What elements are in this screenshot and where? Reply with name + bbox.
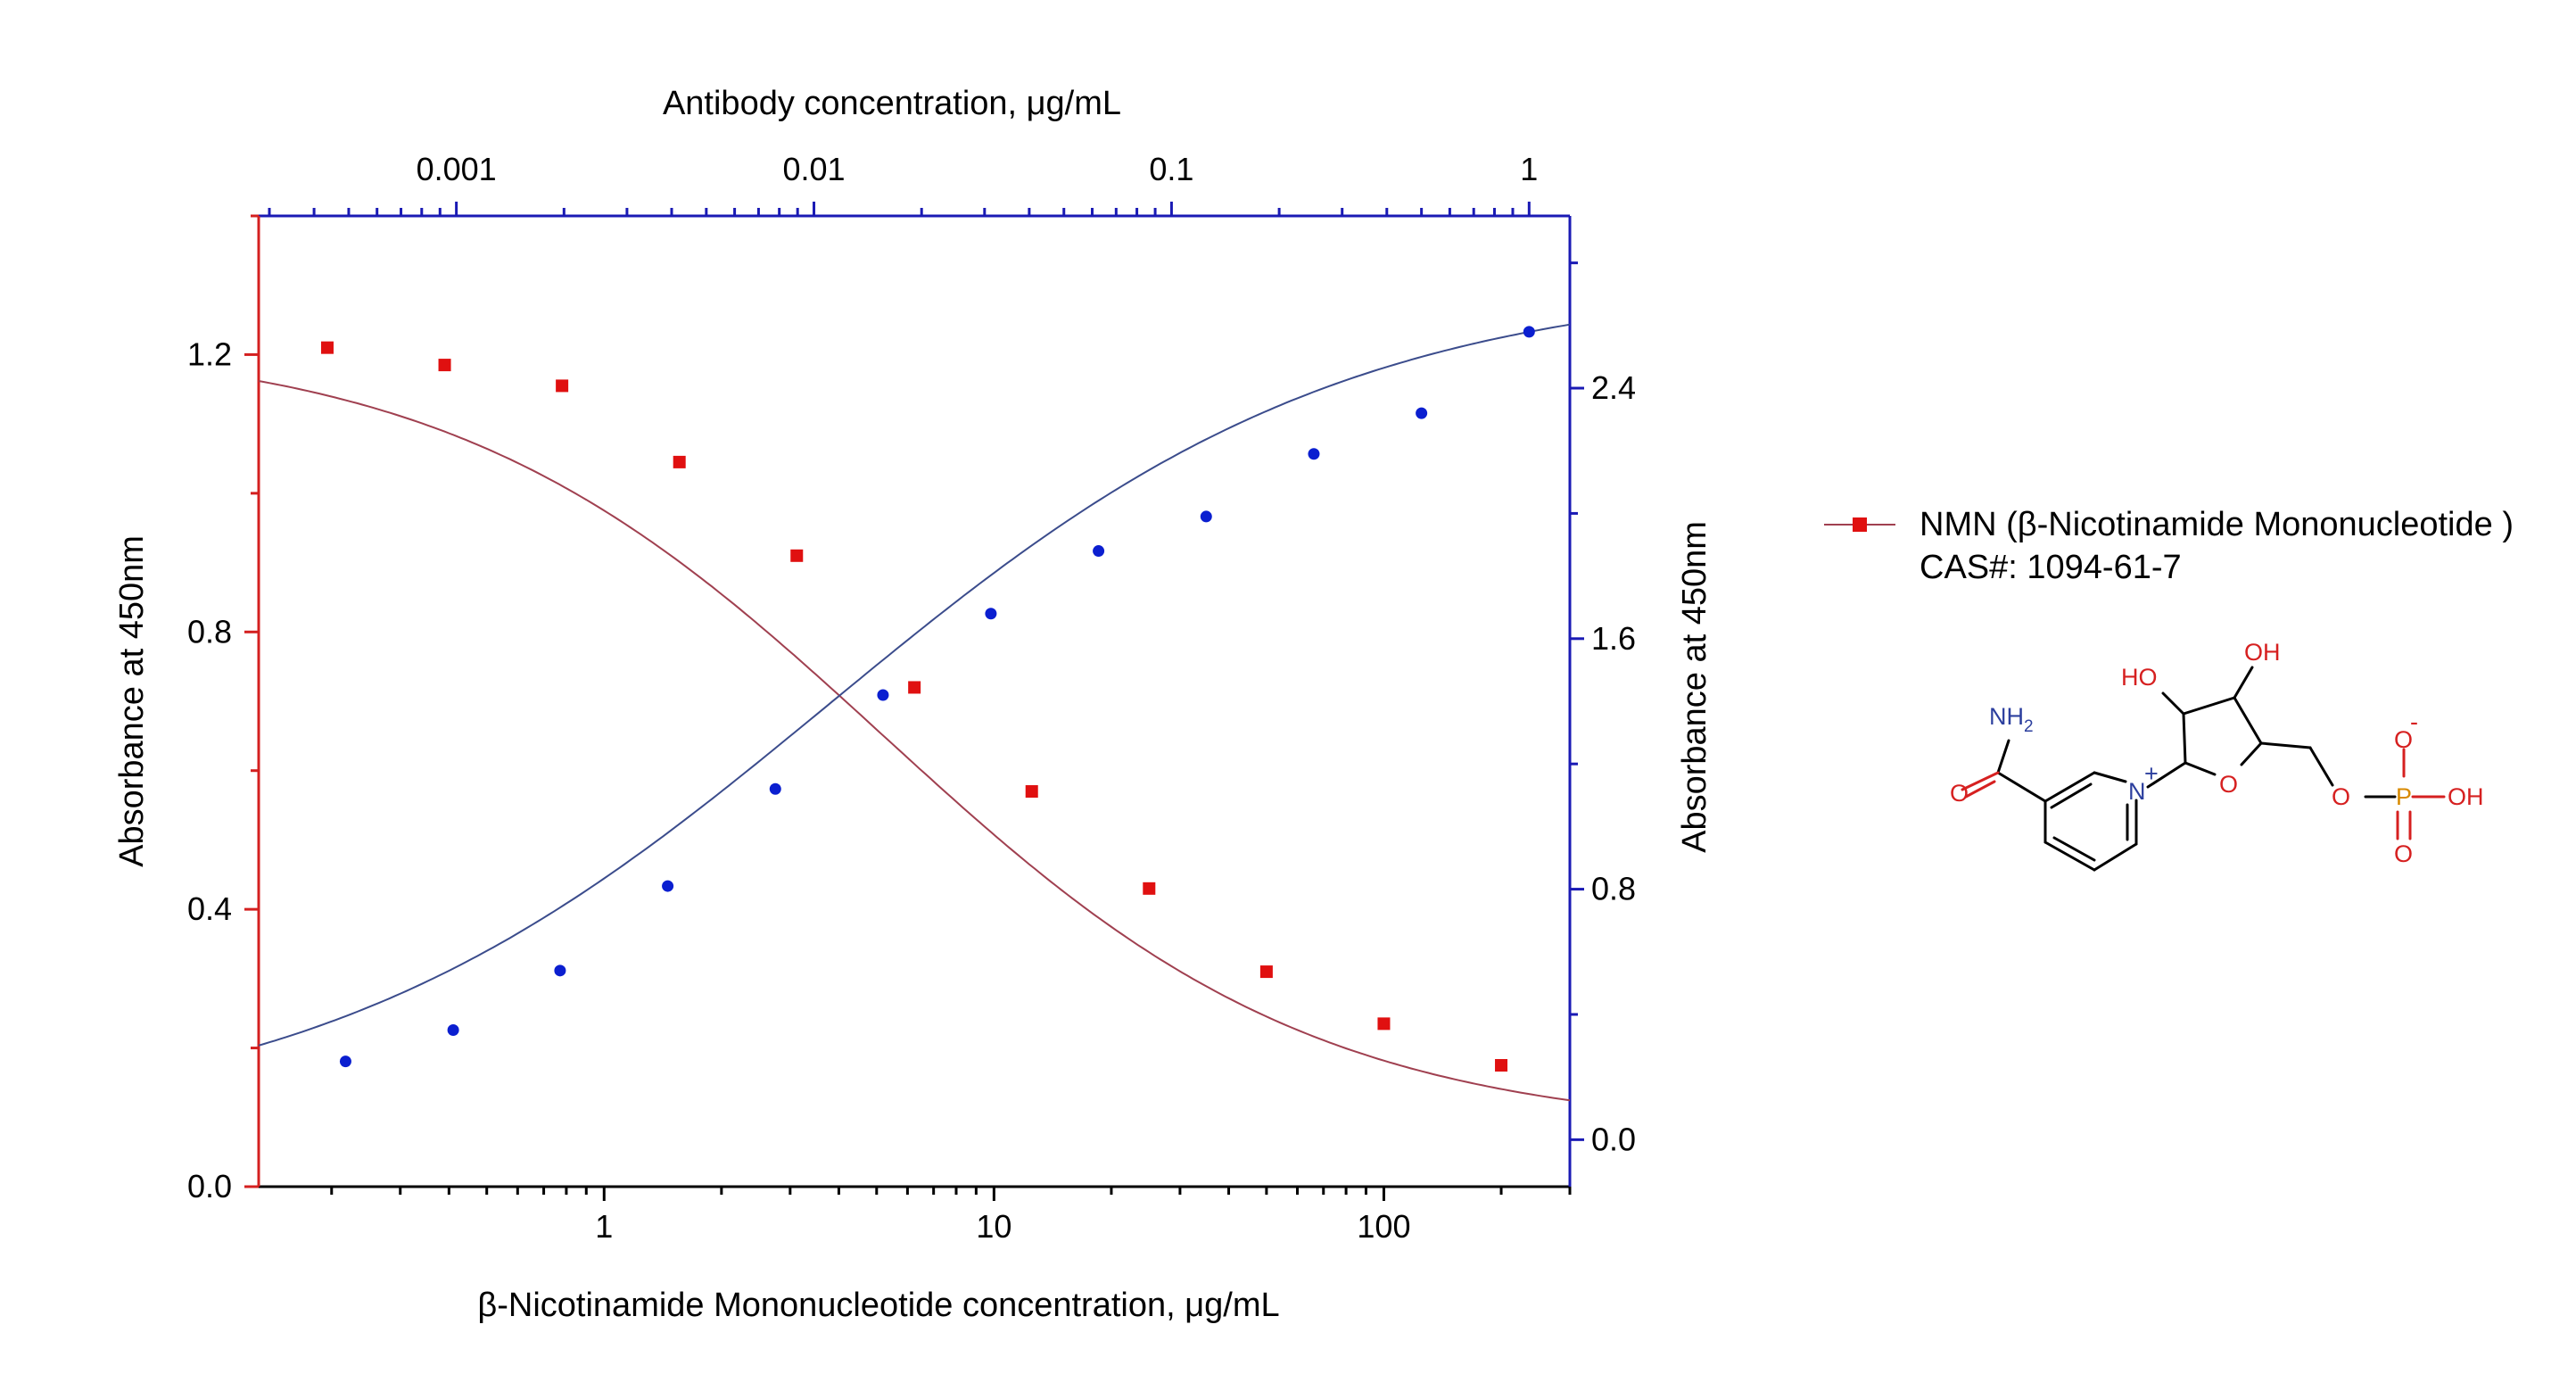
blue-data-point — [339, 1055, 351, 1068]
phosphate-charge-label: - — [2410, 708, 2418, 735]
bottom-tick-label: 1 — [595, 1208, 613, 1245]
right-tick-label: 1.6 — [1591, 620, 1636, 657]
red-data-point — [556, 379, 569, 393]
phosphate-ester-oxygen-label: O — [2332, 783, 2350, 810]
hydroxyl-label-3: OH — [2244, 639, 2281, 666]
pyridinium-charge-label: + — [2144, 760, 2159, 787]
left-tick-label: 0.0 — [187, 1168, 232, 1204]
blue-fit-curve — [258, 323, 1571, 1047]
red-series-points — [320, 341, 1508, 1072]
red-data-point — [320, 341, 334, 354]
top-tick-label: 0.1 — [1149, 151, 1193, 187]
structure-bonds — [1996, 666, 2397, 872]
amide-oxygen-label: O — [1950, 780, 1969, 807]
bottom-axis: 1 10 100 β-Nicotinamide Mononucleotide con… — [259, 1185, 1572, 1324]
right-tick-label: 0.0 — [1591, 1121, 1636, 1157]
legend-square-marker — [1853, 517, 1867, 532]
right-tick-label: 2.4 — [1591, 369, 1636, 406]
red-data-point — [790, 549, 804, 562]
bottom-tick-label: 10 — [976, 1208, 1011, 1245]
blue-data-point — [1308, 448, 1320, 460]
blue-data-point — [662, 880, 674, 892]
left-tick-label: 0.4 — [187, 890, 232, 927]
blue-data-point — [877, 689, 889, 701]
blue-data-point — [554, 964, 566, 977]
left-tick-label: 0.8 — [187, 613, 232, 650]
heteroatom-bonds — [1961, 748, 2446, 840]
legend: NMN (β-Nicotinamide Mononucleotide ) CAS… — [1824, 506, 2514, 586]
blue-data-point — [447, 1024, 459, 1037]
red-fit-curve — [258, 380, 1571, 1102]
legend-label: NMN (β-Nicotinamide Mononucleotide ) — [1920, 506, 2514, 543]
blue-data-point — [1200, 510, 1212, 523]
red-data-point — [1377, 1017, 1391, 1031]
blue-series-points — [339, 326, 1535, 1068]
top-axis: 0.001 0.01 0.1 1 Antibody concentration, μg… — [259, 85, 1570, 218]
red-data-point — [1025, 785, 1038, 799]
top-tick-label: 0.01 — [782, 151, 845, 187]
red-data-point — [673, 455, 686, 468]
phosphate-oxygen-minus-label: O — [2394, 726, 2413, 753]
phosphate-double-oxygen-label: O — [2394, 840, 2413, 867]
blue-data-point — [985, 608, 997, 620]
amine-label: NH2 — [1989, 703, 2034, 736]
right-axis: 0.0 0.8 1.6 2.4 Absorbance at 450nm — [1568, 216, 1713, 1187]
blue-data-point — [1523, 326, 1535, 338]
phosphate-hydroxyl-label: OH — [2448, 783, 2484, 810]
blue-data-point — [1416, 407, 1428, 419]
ribose-oxygen-label: O — [2219, 771, 2238, 798]
blue-data-point — [769, 782, 781, 795]
top-tick-label: 1 — [1520, 151, 1538, 187]
right-axis-label: Absorbance at 450nm — [1676, 521, 1713, 853]
red-data-point — [1143, 882, 1156, 895]
red-data-point — [908, 681, 921, 694]
plot-area — [258, 323, 1571, 1102]
bottom-tick-label: 100 — [1357, 1208, 1410, 1245]
bottom-axis-label: β-Nicotinamide Mononucleotide concentrat… — [477, 1287, 1279, 1324]
nmn-structure: NH2 O N + HO OH O O P O - OH O — [1950, 639, 2484, 872]
phosphorus-label: P — [2396, 783, 2412, 810]
left-tick-label: 1.2 — [187, 335, 232, 372]
red-data-point — [438, 359, 451, 372]
red-data-point — [1259, 965, 1273, 979]
right-tick-label: 0.8 — [1591, 871, 1636, 907]
hydroxyl-label-2: HO — [2121, 664, 2158, 691]
blue-data-point — [1093, 545, 1105, 558]
left-axis-label: Absorbance at 450nm — [113, 535, 151, 867]
legend-cas-number: CAS#: 1094-61-7 — [1920, 549, 2182, 586]
top-axis-label: Antibody concentration, μg/mL — [663, 85, 1121, 122]
red-data-point — [1495, 1059, 1508, 1072]
left-axis: 0.0 0.4 0.8 1.2 Absorbance at 450nm — [113, 214, 260, 1204]
pyridinium-nitrogen-label: N — [2128, 778, 2146, 805]
top-tick-label: 0.001 — [417, 151, 497, 187]
